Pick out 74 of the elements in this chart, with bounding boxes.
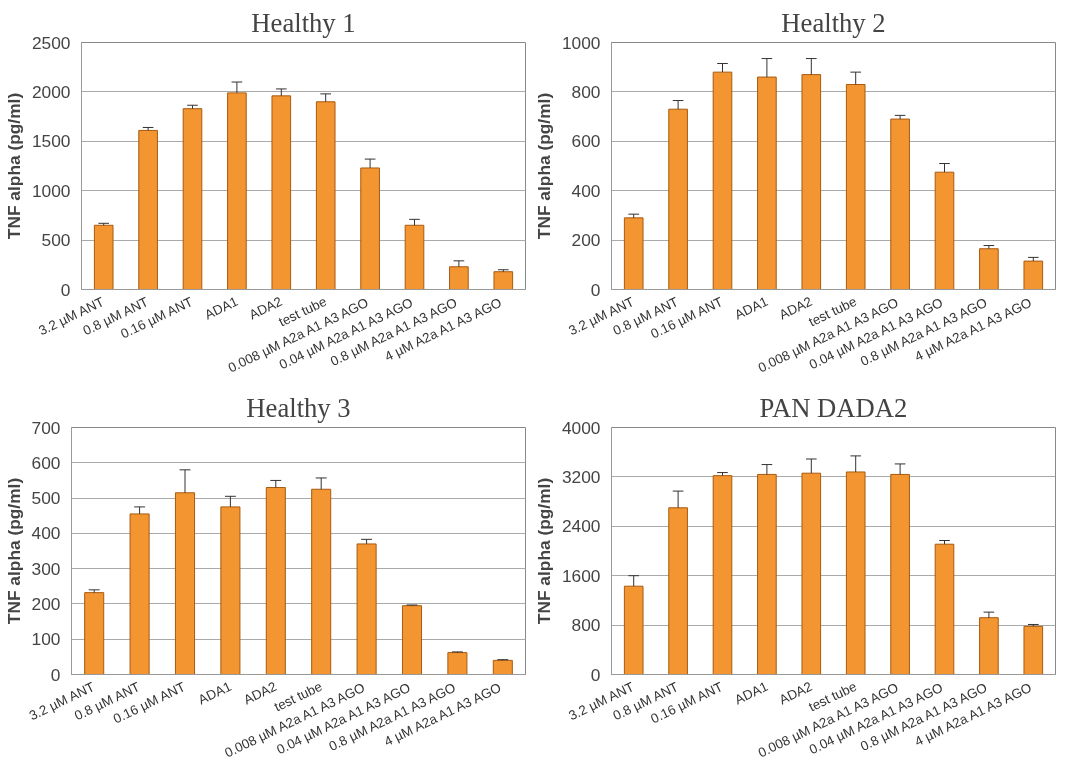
y-tick-label: 300 — [31, 558, 61, 579]
bar — [712, 71, 733, 290]
bar — [1023, 625, 1044, 675]
bar — [668, 507, 688, 675]
bar — [757, 473, 777, 675]
bar — [265, 486, 286, 675]
bar — [801, 74, 822, 290]
bar — [492, 659, 513, 675]
y-tick-label: 500 — [31, 488, 61, 509]
bar — [315, 101, 336, 290]
y-tick-label: 1500 — [31, 131, 71, 152]
y-tick-label: 1000 — [561, 32, 601, 53]
y-tick-label: 500 — [41, 230, 71, 251]
y-tick-label: 800 — [571, 81, 601, 102]
y-tick-label: 100 — [31, 629, 61, 650]
bar — [404, 224, 425, 290]
y-tick-label: 4000 — [561, 417, 601, 438]
y-axis-title: TNF alpha (pg/ml) — [533, 92, 554, 240]
bar — [934, 543, 955, 675]
chart-title: PAN DADA2 — [759, 392, 908, 423]
y-tick-label: 400 — [31, 523, 61, 544]
bar — [845, 83, 866, 290]
y-tick-label: 2000 — [31, 81, 71, 102]
bar — [668, 108, 688, 290]
y-tick-label: 0 — [50, 664, 61, 685]
bar — [356, 543, 377, 675]
chart-title: Healthy 2 — [781, 7, 886, 38]
bar — [890, 473, 910, 675]
y-tick-label: 800 — [571, 615, 601, 636]
bar — [493, 271, 514, 290]
y-axis-title: TNF alpha (pg/ml) — [3, 477, 24, 625]
bar — [271, 95, 292, 290]
y-tick-label: 2400 — [561, 516, 601, 537]
y-tick-label: 0 — [590, 279, 601, 300]
y-tick-label: 200 — [31, 593, 61, 614]
y-tick-label: 200 — [571, 230, 601, 251]
y-tick-label: 600 — [571, 131, 601, 152]
bar — [220, 506, 241, 675]
bar — [623, 585, 644, 675]
bar — [360, 167, 380, 290]
bar — [174, 492, 196, 675]
chart-title: Healthy 3 — [246, 392, 351, 423]
y-tick-label: 600 — [31, 452, 61, 473]
bar — [712, 475, 733, 675]
bar — [401, 605, 423, 675]
y-axis-title: TNF alpha (pg/ml) — [3, 92, 24, 240]
y-tick-label: 1600 — [561, 565, 601, 586]
bar — [93, 224, 114, 290]
bar — [84, 592, 105, 675]
bar — [311, 488, 332, 675]
y-tick-label: 0 — [60, 279, 71, 300]
bar — [623, 217, 644, 290]
y-tick-label: 400 — [571, 180, 601, 201]
bar — [979, 248, 999, 290]
y-tick-label: 0 — [590, 664, 601, 685]
bar — [449, 266, 469, 290]
chart-title: Healthy 1 — [251, 7, 356, 38]
y-tick-label: 700 — [31, 417, 61, 438]
y-tick-label: 1000 — [31, 180, 71, 201]
bar — [138, 129, 158, 290]
bar — [845, 471, 866, 675]
bar — [934, 171, 955, 290]
y-tick-label: 2500 — [31, 32, 71, 53]
bar — [447, 652, 468, 675]
bar — [979, 617, 999, 675]
bar — [1023, 260, 1044, 290]
bar — [227, 92, 247, 290]
bar — [129, 513, 150, 675]
bar — [182, 108, 203, 290]
y-axis-title: TNF alpha (pg/ml) — [533, 477, 554, 625]
y-tick-label: 3200 — [561, 466, 601, 487]
bar — [801, 472, 822, 675]
bar — [757, 76, 777, 290]
bar — [890, 118, 910, 290]
